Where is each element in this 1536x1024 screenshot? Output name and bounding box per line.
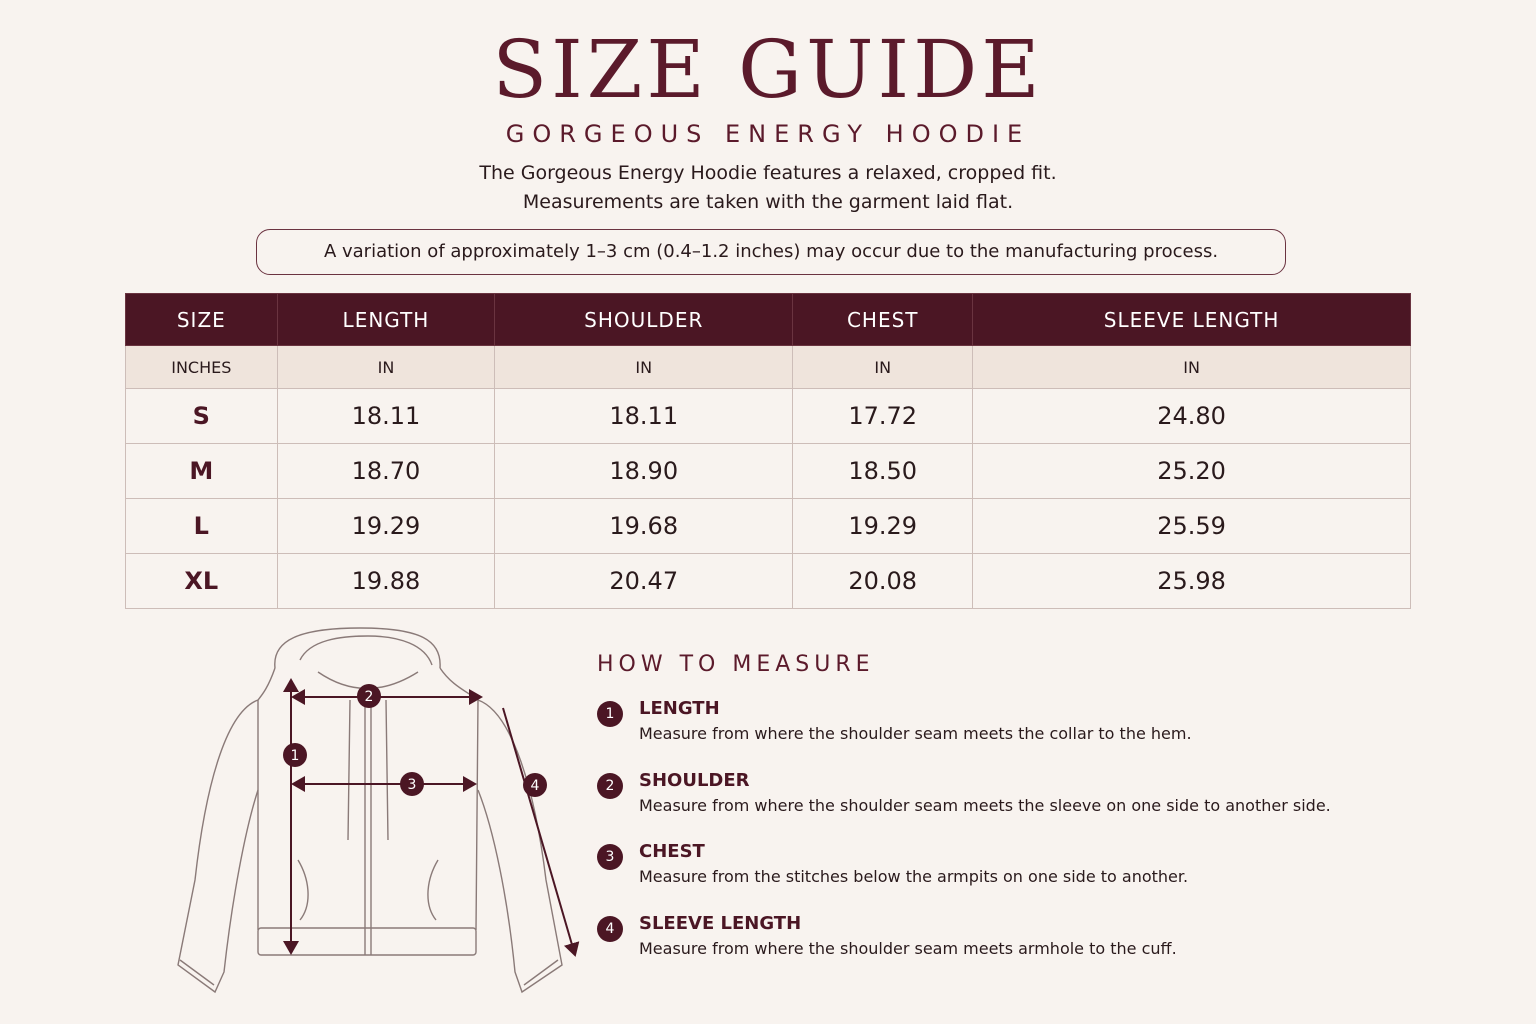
step-label: CHEST: [639, 841, 705, 862]
size-row: L 19.29 19.68 19.29 25.59: [125, 498, 1411, 554]
cell: S: [125, 388, 278, 444]
header-row: SIZE LENGTH SHOULDER CHEST SLEEVE LENGTH: [125, 293, 1411, 346]
header-cell: LENGTH: [276, 293, 496, 346]
size-table: SIZE LENGTH SHOULDER CHEST SLEEVE LENGTH INCH…: [125, 293, 1411, 609]
diagram-marker: [357, 684, 381, 708]
header-cell: SIZE: [125, 293, 278, 346]
cell: 18.50: [792, 443, 974, 499]
note: A variation of approximately 1–3 cm (0.4…: [256, 229, 1286, 275]
diagram-marker-number: 3: [408, 777, 417, 793]
title: SIZE GUIDE: [492, 23, 1044, 116]
header-cell: SLEEVE LENGTH: [972, 293, 1411, 346]
units-row: INCHES IN IN IN IN: [125, 345, 1411, 389]
cell: 25.98: [972, 553, 1411, 609]
header-cell: SHOULDER: [494, 293, 794, 346]
cell: M: [125, 443, 278, 499]
section-title: HOW TO MEASURE: [597, 652, 875, 677]
cell: 20.47: [494, 553, 794, 609]
diagram-marker-number: 2: [365, 689, 374, 705]
unit-cell: IN: [792, 345, 974, 389]
cell: 19.29: [276, 498, 496, 554]
step-number: 3: [597, 844, 623, 870]
header-cell: CHEST: [792, 293, 974, 346]
cell: 18.11: [494, 388, 794, 444]
diagram-marker-number: 1: [291, 748, 300, 764]
step-text: Measure from where the shoulder seam mee…: [639, 724, 1192, 743]
cell: 25.59: [972, 498, 1411, 554]
step-label: LENGTH: [639, 698, 720, 719]
cell: 17.72: [792, 388, 974, 444]
step-label: SLEEVE LENGTH: [639, 912, 802, 934]
size-row: S 18.11 18.11 17.72 24.80: [125, 388, 1411, 444]
unit-cell: IN: [972, 345, 1411, 389]
description: The Gorgeous Energy Hoodie features a re…: [479, 162, 1057, 184]
diagram-marker: [523, 773, 547, 797]
subtitle: GORGEOUS ENERGY HOODIE: [505, 120, 1031, 148]
unit-cell: INCHES: [125, 345, 278, 389]
diagram-marker: [400, 772, 424, 796]
description: Measurements are taken with the garment …: [522, 191, 1014, 213]
hoodie-diagram: 1 2 3 4: [177, 627, 580, 994]
unit-cell: IN: [276, 345, 496, 389]
cell: 20.08: [792, 553, 974, 609]
cell: 24.80: [972, 388, 1411, 444]
cell: 19.88: [276, 553, 496, 609]
cell: 18.11: [276, 388, 496, 444]
size-row: M 18.70 18.90 18.50 25.20: [125, 443, 1411, 499]
cell: XL: [125, 553, 278, 609]
size-row: XL 19.88 20.47 20.08 25.98: [125, 553, 1411, 609]
cell: 18.90: [494, 443, 794, 499]
cell: 18.70: [276, 443, 496, 499]
step-label: SHOULDER: [639, 769, 750, 791]
cell: 25.20: [972, 443, 1411, 499]
cell: 19.29: [792, 498, 974, 554]
step-text: Measure from where the shoulder seam mee…: [639, 938, 1177, 958]
step-text: Measure from the stitches below the armp…: [639, 867, 1189, 886]
step-number: 2: [597, 772, 623, 799]
cell: L: [125, 498, 278, 554]
unit-cell: IN: [494, 345, 794, 389]
step-number: 1: [597, 701, 623, 727]
diagram-marker-number: 4: [531, 778, 540, 794]
cell: 19.68: [494, 498, 794, 554]
step-text: Measure from where the shoulder seam mee…: [639, 795, 1331, 815]
diagram-marker: [283, 743, 307, 767]
step-number: 4: [597, 915, 623, 942]
